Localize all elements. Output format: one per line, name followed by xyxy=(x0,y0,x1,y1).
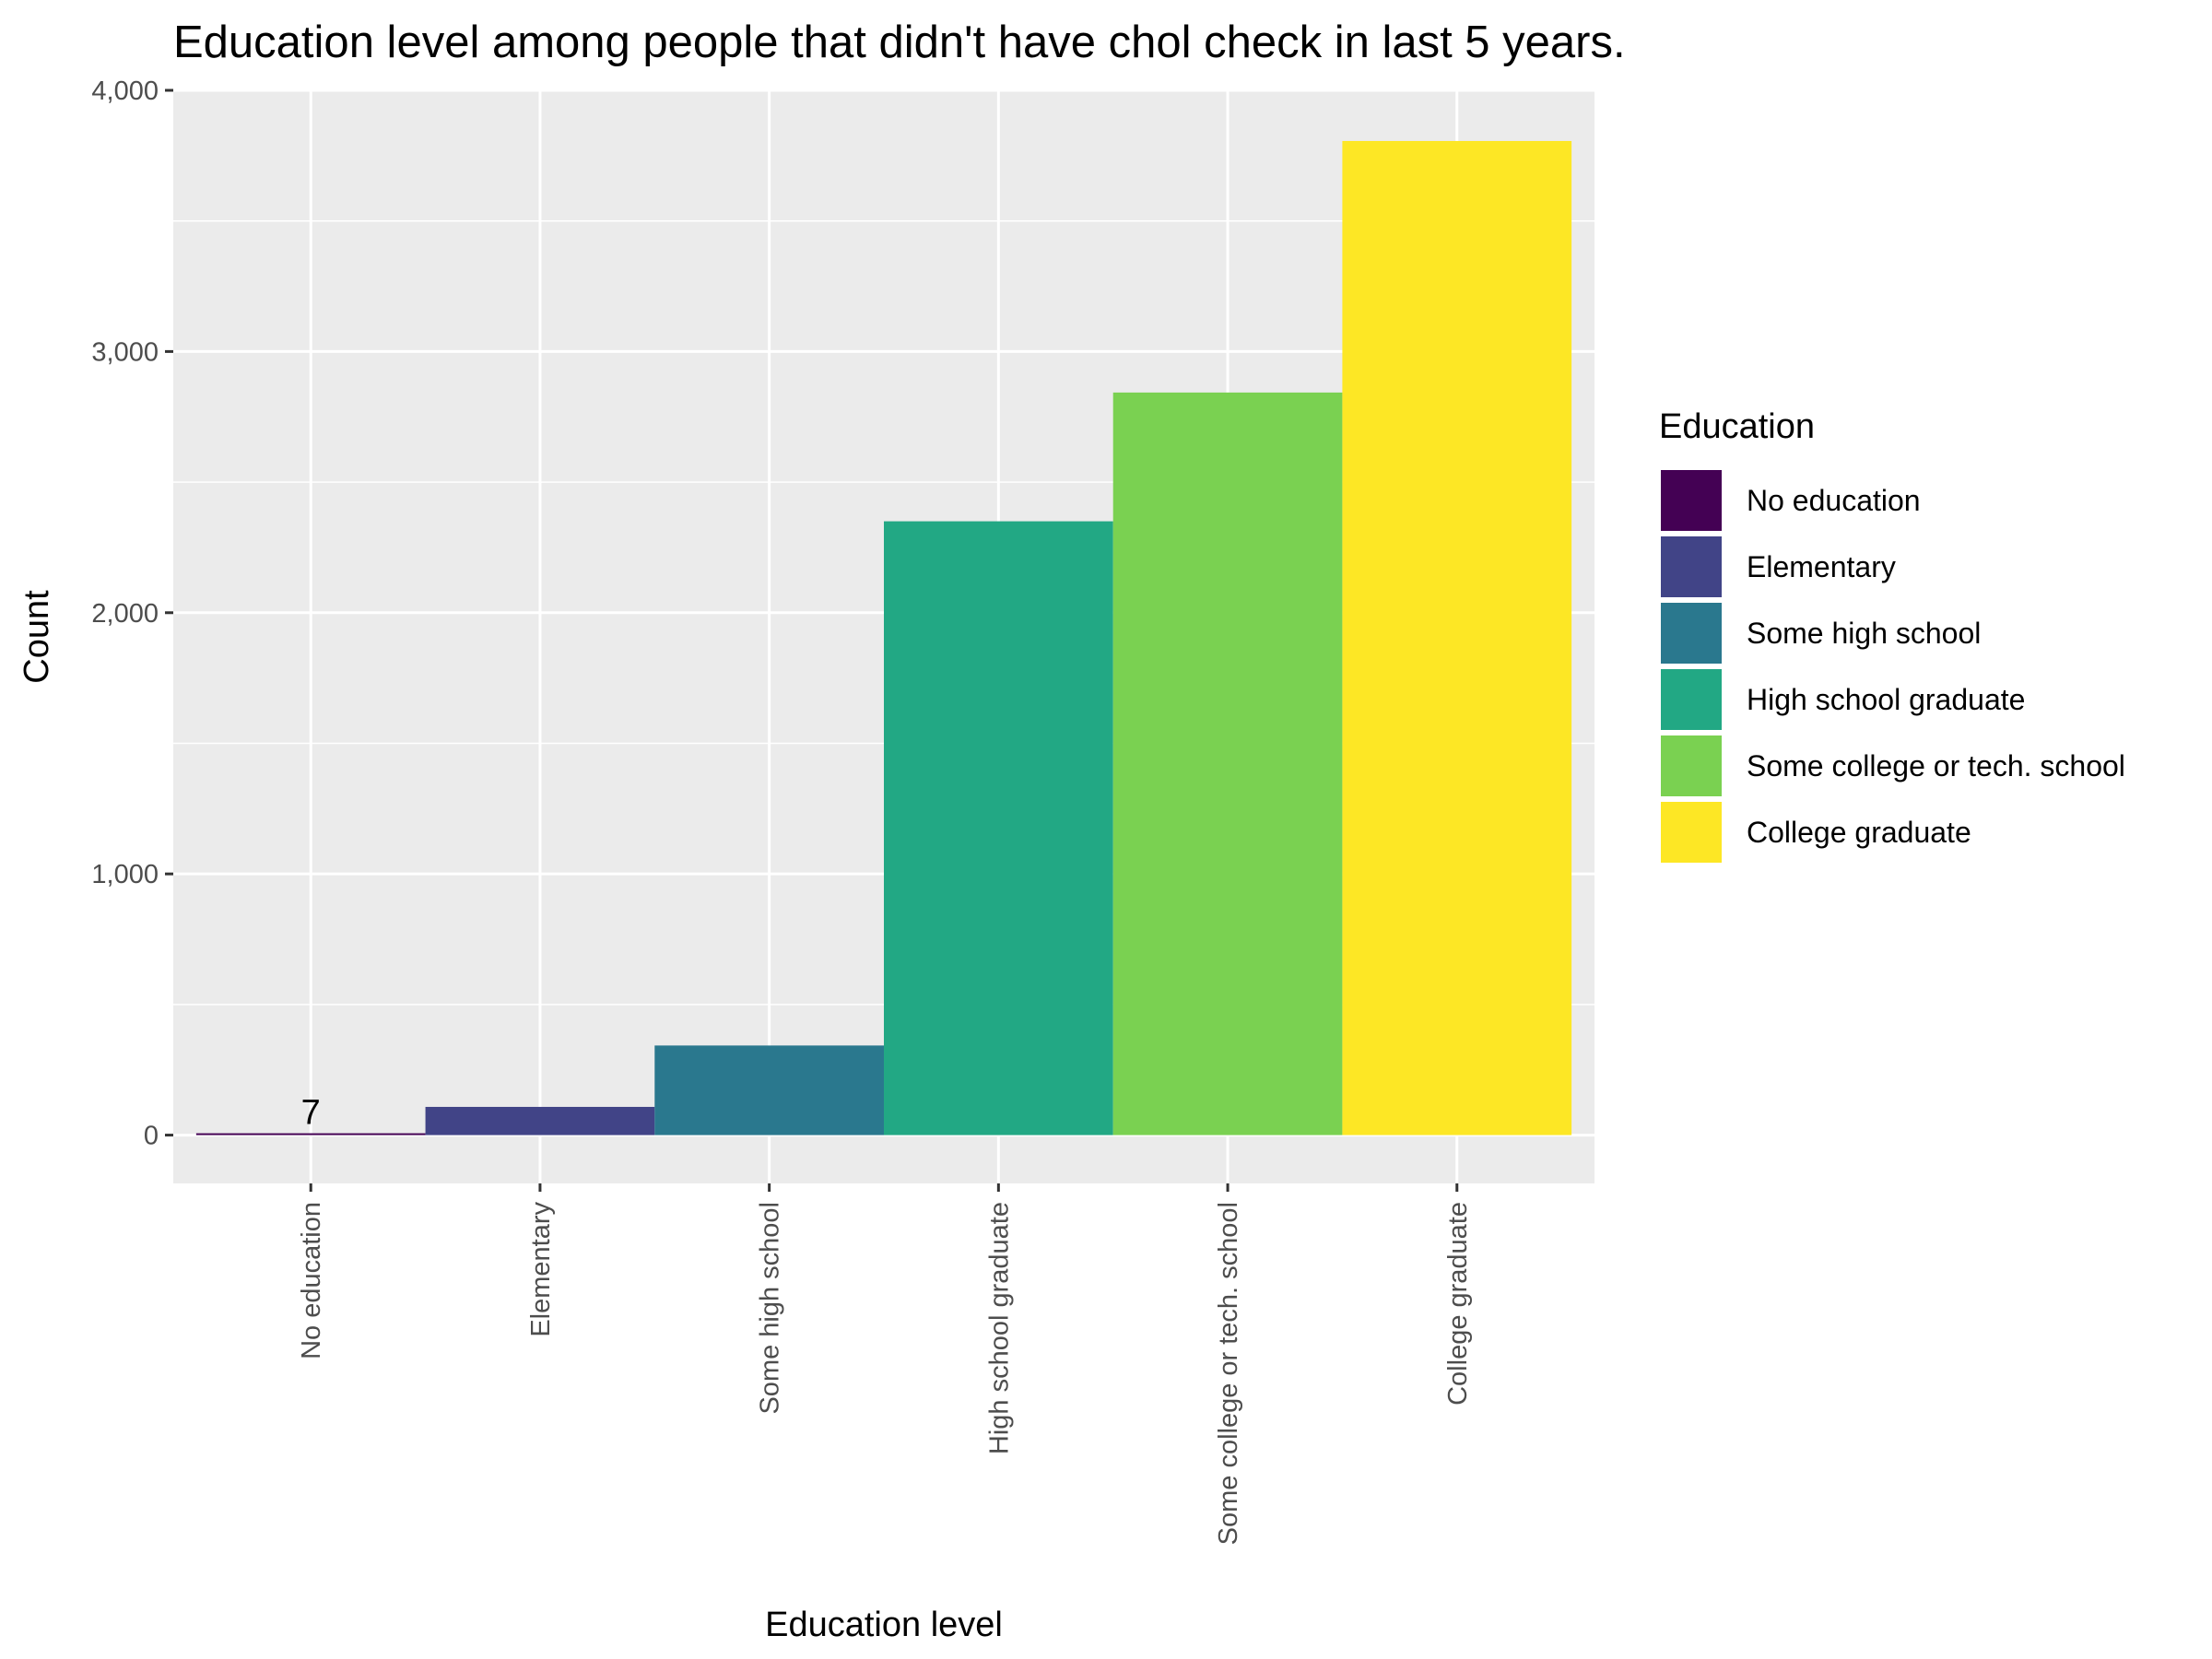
y-tick-label: 4,000 xyxy=(91,76,159,106)
bar-some-high-school xyxy=(654,1045,884,1135)
legend-swatch xyxy=(1661,603,1722,664)
y-tick-label: 2,000 xyxy=(91,599,159,629)
legend-label: No education xyxy=(1747,484,1921,517)
legend-items: No education Elementary Some high school Hi… xyxy=(1659,468,2125,865)
chart-title: Education level among people that didn't… xyxy=(173,18,1626,67)
x-tick-label: High school graduate xyxy=(984,1202,1014,1454)
legend: Education No education Elementary Some hig… xyxy=(1659,407,2125,865)
x-axis: No education Elementary Some high school Hi… xyxy=(297,1183,1473,1545)
legend-label: College graduate xyxy=(1747,816,1971,849)
legend-swatch xyxy=(1661,470,1722,531)
y-tick-label: 3,000 xyxy=(91,337,159,367)
y-axis-title: Count xyxy=(18,590,56,684)
legend-label: High school graduate xyxy=(1747,683,2025,716)
legend-label: Elementary xyxy=(1747,550,1896,583)
x-tick-label: No education xyxy=(297,1202,326,1359)
x-axis-title: Education level xyxy=(765,1606,1003,1644)
x-tick-label: Some high school xyxy=(756,1202,785,1415)
bar-high-school-graduate xyxy=(884,521,1113,1135)
legend-label: Some college or tech. school xyxy=(1747,749,2125,782)
legend-swatch xyxy=(1661,669,1722,730)
x-tick-label: Some college or tech. school xyxy=(1214,1202,1243,1545)
bar-some-college-or-tech-school xyxy=(1112,392,1343,1135)
bar-college-graduate xyxy=(1342,140,1572,1135)
y-axis: 0 1,000 2,000 3,000 4,000 xyxy=(91,76,173,1151)
legend-swatch xyxy=(1661,735,1722,796)
y-tick-label: 0 xyxy=(144,1122,159,1151)
x-tick-label: College graduate xyxy=(1443,1202,1473,1406)
legend-swatch xyxy=(1661,536,1722,597)
bar-elementary xyxy=(425,1106,655,1135)
legend-label: Some high school xyxy=(1747,617,1981,650)
y-tick-label: 1,000 xyxy=(91,860,159,889)
bars xyxy=(195,140,1572,1135)
data-label: 7 xyxy=(301,1094,321,1133)
x-tick-label: Elementary xyxy=(526,1202,556,1337)
legend-title: Education xyxy=(1659,407,1815,446)
legend-swatch xyxy=(1661,802,1722,863)
data-labels: 7 xyxy=(301,1094,321,1133)
bar-no-education xyxy=(195,1133,426,1135)
